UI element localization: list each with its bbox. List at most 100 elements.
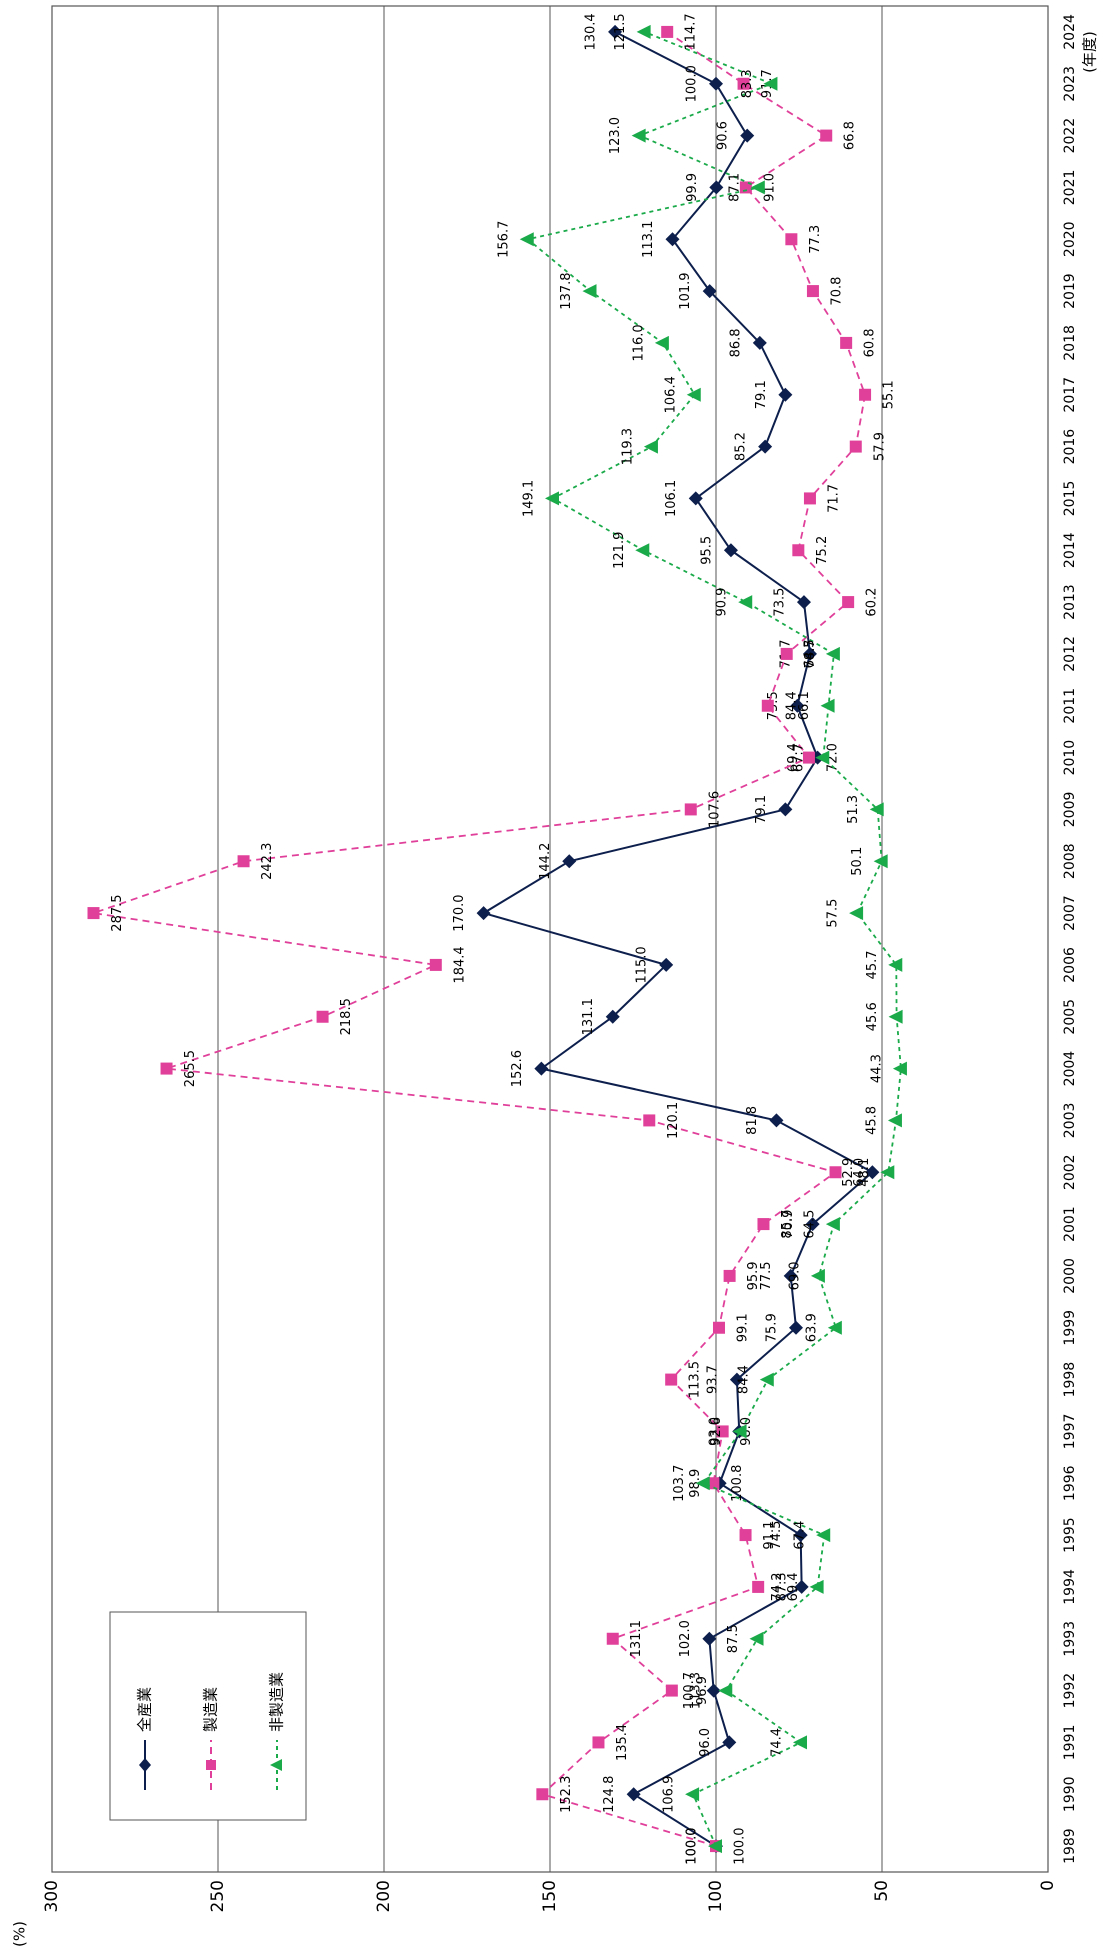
marker-1 — [789, 1320, 804, 1335]
data-label: 149.1 — [521, 480, 536, 517]
marker-1 — [723, 543, 738, 558]
data-label: 96.0 — [698, 1728, 713, 1757]
marker-2 — [820, 129, 833, 142]
data-label: 75.2 — [815, 536, 830, 565]
data-label: 74.2 — [770, 1572, 785, 1601]
data-label: 113.3 — [688, 1672, 703, 1709]
data-label: 73.5 — [772, 588, 787, 617]
data-label: 265.5 — [183, 1050, 198, 1087]
data-label: 57.9 — [872, 432, 887, 461]
marker-2 — [802, 751, 815, 764]
marker-2 — [707, 1477, 720, 1490]
marker-1 — [608, 24, 623, 39]
marker-3 — [695, 1476, 710, 1491]
marker-2 — [643, 1114, 656, 1127]
marker-1 — [769, 1113, 784, 1128]
marker-2 — [792, 544, 805, 557]
value-tick-label: 300 — [42, 1880, 62, 1912]
data-label: 52.9 — [841, 1158, 856, 1187]
marker-3 — [738, 595, 753, 610]
year-tick-label: 1990 — [1062, 1776, 1078, 1812]
data-label: 87.3 — [775, 1572, 790, 1601]
marker-3 — [815, 750, 830, 765]
data-label: 66.1 — [797, 691, 812, 720]
marker-1 — [740, 128, 755, 143]
legend-marker — [139, 1758, 151, 1772]
legend-label: 非製造業 — [268, 1672, 286, 1732]
marker-1 — [605, 1009, 620, 1024]
value-tick-label: 0 — [1038, 1880, 1058, 1891]
marker-1 — [665, 232, 680, 247]
data-label: 67.4 — [793, 1521, 808, 1550]
year-tick-label: 2018 — [1062, 325, 1078, 361]
marker-2 — [716, 1425, 729, 1438]
data-label: 91.0 — [762, 173, 777, 202]
value-tick-label: 100 — [706, 1880, 726, 1912]
year-tick-label: 2004 — [1062, 1051, 1078, 1087]
year-tick-label: 2001 — [1062, 1206, 1078, 1242]
data-label: 79.1 — [754, 380, 769, 409]
data-label: 74.4 — [769, 1728, 784, 1757]
marker-1 — [758, 439, 773, 454]
year-axis-label: (年度) — [1081, 31, 1099, 73]
data-label: 67.7 — [792, 743, 807, 772]
series-line-2 — [93, 31, 866, 1847]
year-tick-label: 1999 — [1062, 1310, 1078, 1346]
marker-1 — [752, 335, 767, 350]
marker-3 — [825, 646, 840, 661]
marker-3 — [892, 1061, 907, 1076]
data-label: 119.3 — [620, 428, 635, 465]
data-label: 66.8 — [843, 121, 858, 150]
marker-1 — [796, 595, 811, 610]
marker-2 — [785, 233, 798, 246]
marker-3 — [763, 76, 778, 91]
marker-2 — [536, 1788, 549, 1801]
data-label: 71.7 — [826, 484, 841, 513]
value-tick-label: 250 — [208, 1880, 228, 1912]
data-label: 64.0 — [852, 1158, 867, 1187]
marker-2 — [429, 958, 442, 971]
data-label: 48.1 — [857, 1158, 872, 1187]
marker-1 — [659, 957, 674, 972]
data-label: 137.8 — [559, 272, 574, 309]
data-label: 63.9 — [804, 1313, 819, 1342]
value-tick-label: 200 — [374, 1880, 394, 1912]
marker-3 — [825, 1217, 840, 1232]
marker-2 — [829, 1166, 842, 1179]
data-label: 101.9 — [678, 272, 693, 309]
data-label: 123.0 — [608, 117, 623, 154]
data-label: 107.6 — [707, 791, 722, 828]
data-label: 87.1 — [727, 173, 742, 202]
value-tick-label: 50 — [872, 1880, 892, 1902]
data-label: 74.5 — [769, 1521, 784, 1550]
marker-2 — [739, 181, 752, 194]
marker-3 — [849, 906, 864, 921]
year-tick-label: 1997 — [1062, 1414, 1078, 1450]
marker-2 — [803, 492, 816, 505]
data-label: 106.9 — [662, 1776, 677, 1813]
year-tick-label: 2014 — [1062, 532, 1078, 568]
data-label: 50.1 — [850, 847, 865, 876]
marker-2 — [237, 855, 250, 868]
year-tick-label: 1991 — [1062, 1725, 1078, 1761]
year-tick-label: 2024 — [1062, 14, 1078, 50]
year-tick-label: 1993 — [1062, 1621, 1078, 1657]
data-label: 57.5 — [826, 899, 841, 928]
data-label: 60.2 — [865, 588, 880, 617]
data-label: 135.4 — [615, 1724, 630, 1761]
data-label: 60.8 — [863, 328, 878, 357]
data-label: 114.7 — [684, 13, 699, 50]
marker-2 — [665, 1373, 678, 1386]
data-label: 77.5 — [759, 1261, 774, 1290]
marker-1 — [706, 1683, 721, 1698]
data-label: 87.5 — [726, 1624, 741, 1653]
marker-2 — [661, 25, 674, 38]
marker-2 — [316, 1010, 329, 1023]
year-tick-label: 2007 — [1062, 895, 1078, 931]
marker-1 — [562, 854, 577, 869]
series-line-3 — [525, 31, 902, 1847]
marker-3 — [685, 1787, 700, 1802]
legend-box — [109, 1611, 307, 1821]
year-tick-label: 2023 — [1062, 66, 1078, 102]
